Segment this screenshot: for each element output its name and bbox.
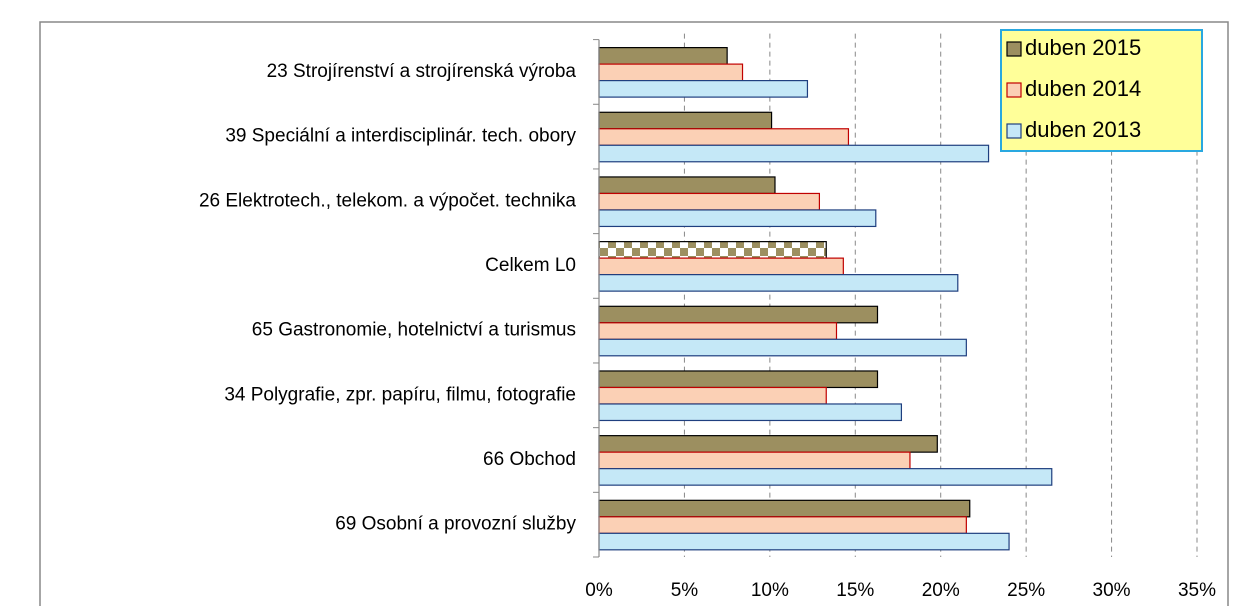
x-tick-label: 15% [836, 580, 874, 601]
legend-label: duben 2014 [1025, 76, 1141, 101]
bar [598, 403, 903, 422]
legend-label: duben 2015 [1025, 35, 1141, 60]
legend-swatch [1006, 41, 1022, 57]
bar [598, 128, 850, 146]
x-tick-label: 5% [671, 580, 699, 601]
bar [598, 451, 911, 470]
y-tick-label: 23 Strojírenství a strojírenská výroba [267, 61, 577, 82]
bar [598, 516, 967, 534]
bar [598, 322, 838, 340]
bar [598, 305, 879, 324]
legend: duben 2015 duben 2014 duben 2013 [1000, 29, 1203, 152]
bar [598, 79, 809, 98]
x-tick-label: 30% [1093, 580, 1131, 601]
bar [598, 192, 821, 211]
legend-swatch [1006, 82, 1022, 98]
bar [598, 499, 971, 518]
y-tick-label: 65 Gastronomie, hotelnictví a turismus [252, 320, 576, 341]
y-tick-label: 39 Speciální a interdisciplinár. tech. o… [225, 126, 576, 147]
bar [598, 274, 959, 292]
legend-swatch [1006, 123, 1022, 139]
bar [598, 144, 990, 163]
x-tick-label: 0% [585, 580, 613, 601]
bar [598, 63, 744, 82]
y-tick-label: 66 Obchod [483, 449, 576, 470]
y-tick-label: 69 Osobní a provozní služby [335, 514, 576, 535]
bar [598, 257, 844, 276]
legend-label: duben 2013 [1025, 117, 1141, 142]
x-tick-label: 20% [922, 580, 960, 601]
bar [598, 370, 879, 389]
x-tick-label: 25% [1007, 580, 1045, 601]
legend-box [1000, 29, 1203, 152]
x-tick-label: 35% [1178, 580, 1216, 601]
bar [598, 532, 1010, 551]
x-tick-label: 10% [751, 580, 789, 601]
y-tick-label: 26 Elektrotech., telekom. a výpočet. tec… [199, 190, 576, 211]
y-tick-label: Celkem L0 [485, 255, 576, 276]
bar [598, 468, 1053, 486]
bar [598, 241, 827, 259]
y-tick-label: 34 Polygrafie, zpr. papíru, filmu, fotog… [224, 384, 576, 405]
bar [598, 46, 728, 65]
bar [598, 386, 827, 405]
bar [598, 338, 967, 357]
bar [598, 176, 776, 195]
bar [598, 111, 773, 130]
bar [598, 435, 938, 453]
bar [598, 209, 877, 228]
